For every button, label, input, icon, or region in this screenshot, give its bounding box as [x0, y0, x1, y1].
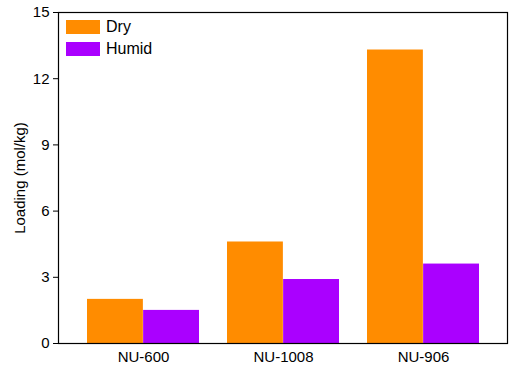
html-text:Dry: Dry [106, 18, 131, 35]
svg-text:NU-1008: NU-1008 [253, 348, 313, 365]
svg-text:Loading (mol/kg): Loading (mol/kg) [11, 122, 28, 234]
svg-text:3: 3 [41, 268, 49, 285]
svg-text:0: 0 [41, 334, 49, 351]
svg-text:9: 9 [41, 136, 49, 153]
svg-text:15: 15 [33, 3, 50, 20]
html-text:Humid: Humid [106, 40, 153, 57]
svg-text:12: 12 [33, 70, 50, 87]
svg-text:NU-906: NU-906 [398, 348, 450, 365]
svg-text:6: 6 [41, 202, 49, 219]
svg-text:NU-600: NU-600 [118, 348, 170, 365]
